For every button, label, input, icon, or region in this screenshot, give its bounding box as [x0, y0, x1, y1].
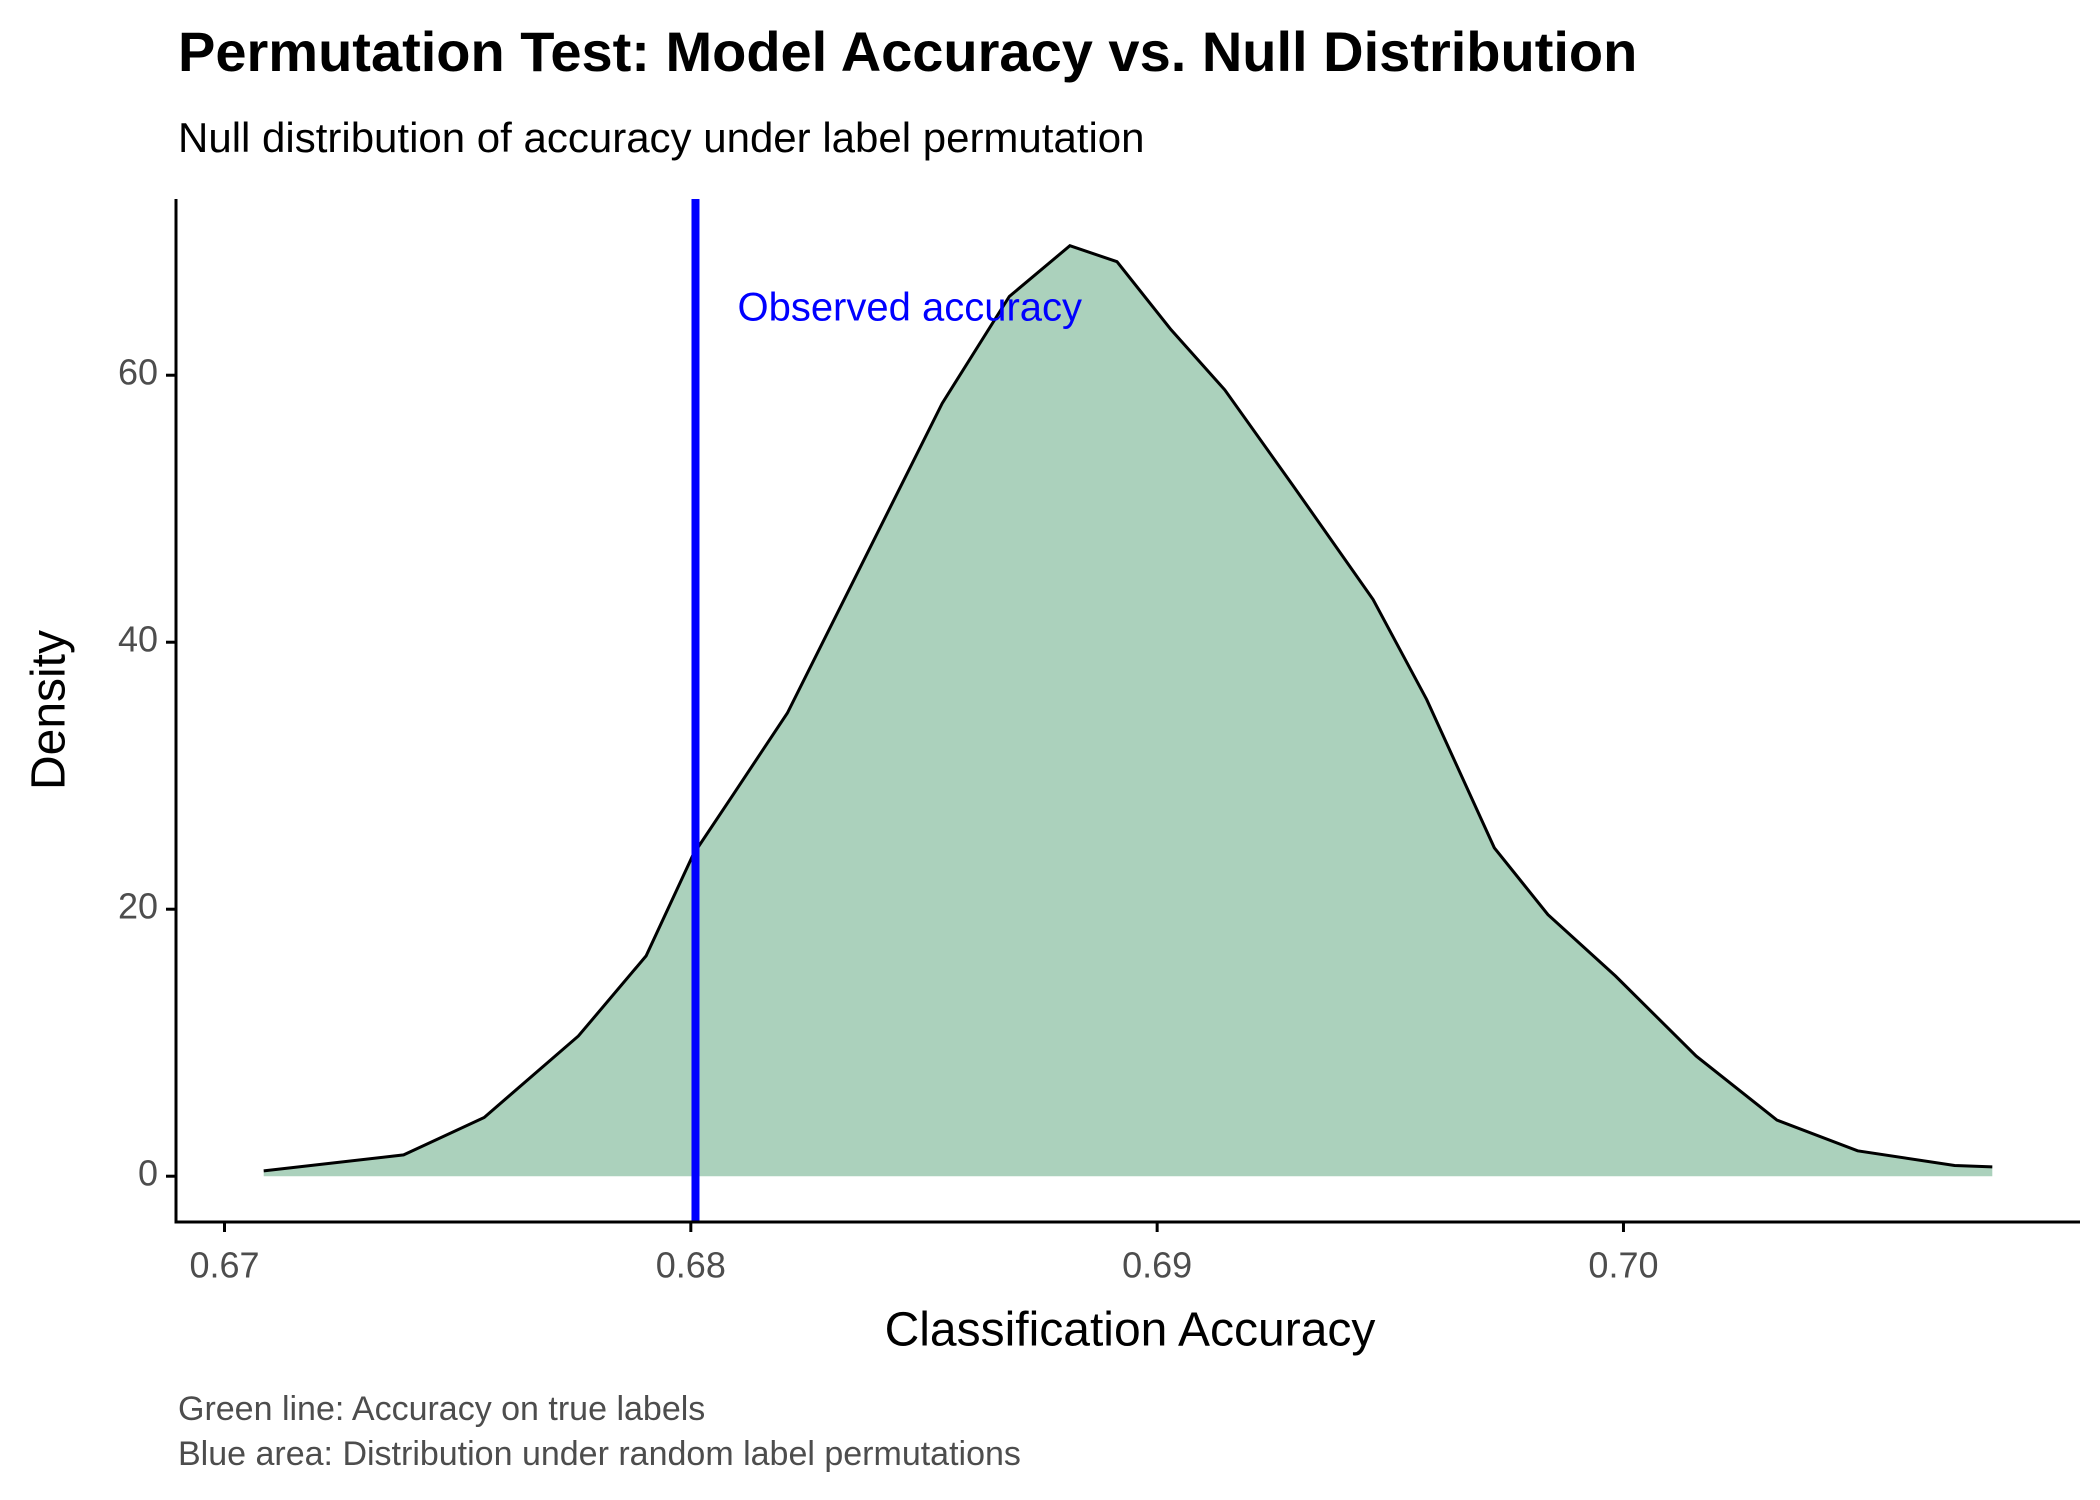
y-tick-label: 0: [138, 1153, 158, 1194]
chart-subtitle: Null distribution of accuracy under labe…: [178, 114, 1145, 161]
x-tick-label: 0.68: [656, 1245, 726, 1286]
y-tick-label: 20: [118, 886, 158, 927]
x-tick-label: 0.70: [1588, 1245, 1658, 1286]
x-tick-label: 0.69: [1122, 1245, 1192, 1286]
y-tick-label: 40: [118, 619, 158, 660]
annotation: Observed accuracy: [737, 285, 1082, 329]
caption-line: Green line: Accuracy on true labels: [178, 1390, 705, 1428]
density-area: [263, 245, 1993, 1177]
caption-line: Blue area: Distribution under random lab…: [178, 1435, 1021, 1473]
x-tick-label: 0.67: [189, 1245, 259, 1286]
y-axis-title: Density: [23, 630, 76, 790]
y-tick-label: 60: [118, 352, 158, 393]
chart-title: Permutation Test: Model Accuracy vs. Nul…: [178, 20, 1637, 83]
x-axis-title: Classification Accuracy: [885, 1304, 1376, 1357]
density-line: [263, 244, 1993, 1173]
